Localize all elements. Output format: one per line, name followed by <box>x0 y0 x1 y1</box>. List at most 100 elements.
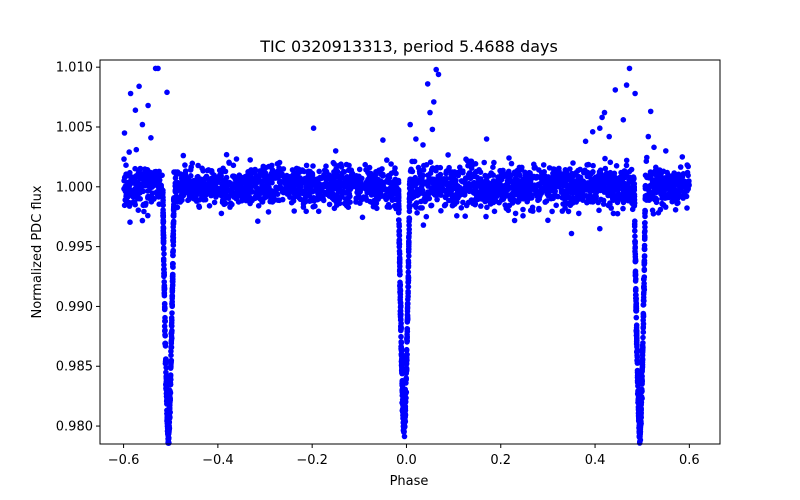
data-point <box>330 177 336 184</box>
data-point <box>329 195 336 201</box>
data-point <box>474 174 481 181</box>
data-point <box>397 314 404 320</box>
data-point <box>195 162 201 169</box>
data-point <box>167 373 174 380</box>
data-point <box>632 228 638 234</box>
data-point <box>310 125 317 131</box>
data-point <box>511 217 518 224</box>
data-point <box>333 172 340 178</box>
data-point <box>204 167 211 174</box>
data-point <box>377 194 383 200</box>
data-point <box>655 184 662 191</box>
data-point <box>404 319 411 325</box>
data-point <box>673 189 680 196</box>
data-point <box>276 185 282 191</box>
data-point <box>660 202 666 208</box>
data-point <box>398 347 405 354</box>
data-point <box>527 207 534 214</box>
data-point <box>170 261 176 267</box>
data-point <box>180 182 186 188</box>
data-point <box>364 197 370 203</box>
data-point <box>402 390 409 397</box>
data-point <box>608 205 614 211</box>
data-point <box>315 208 322 215</box>
data-point <box>414 210 420 216</box>
data-point <box>182 170 189 177</box>
y-tick-label: 1.005 <box>56 120 93 135</box>
data-point <box>454 183 461 189</box>
data-point <box>395 192 402 198</box>
data-point <box>458 205 465 211</box>
data-point <box>462 213 469 219</box>
data-point <box>396 227 403 234</box>
data-point <box>463 202 470 209</box>
data-point <box>395 198 402 204</box>
data-point <box>186 196 192 203</box>
data-point <box>136 83 142 90</box>
data-point <box>405 269 412 275</box>
data-point <box>679 154 686 160</box>
data-point <box>409 158 415 165</box>
data-point <box>344 178 351 185</box>
data-point <box>472 170 479 176</box>
data-point <box>248 174 255 180</box>
data-point <box>139 217 146 224</box>
data-point <box>406 191 413 197</box>
data-point <box>583 184 590 191</box>
data-point <box>426 195 433 202</box>
data-point <box>362 161 369 168</box>
plot-frame <box>99 59 721 445</box>
data-point <box>482 172 489 179</box>
data-point <box>130 187 137 193</box>
data-point <box>639 368 645 375</box>
data-point <box>252 180 258 187</box>
data-point <box>167 395 173 402</box>
data-point <box>142 175 149 182</box>
data-point <box>454 199 460 205</box>
data-point <box>642 224 648 230</box>
data-point <box>133 146 140 153</box>
data-point <box>390 179 397 185</box>
data-point <box>312 178 318 184</box>
data-point <box>149 195 156 202</box>
data-point <box>513 181 520 187</box>
data-point <box>403 375 410 381</box>
data-point <box>370 203 377 210</box>
data-point <box>229 201 235 208</box>
data-point <box>568 230 575 237</box>
data-point <box>647 108 654 115</box>
data-point <box>578 177 584 184</box>
data-point <box>163 374 169 380</box>
data-point <box>490 164 496 170</box>
data-point <box>398 339 405 345</box>
data-point <box>507 185 513 191</box>
data-point <box>437 176 443 183</box>
data-point <box>589 129 596 135</box>
data-point <box>196 203 202 209</box>
data-point <box>132 107 139 113</box>
data-point <box>359 214 366 221</box>
data-point <box>546 165 553 171</box>
data-point <box>276 159 283 166</box>
data-point <box>460 199 466 206</box>
data-point <box>483 136 490 142</box>
data-point <box>642 185 649 192</box>
data-point <box>661 190 668 197</box>
data-point <box>406 208 413 215</box>
data-point <box>612 87 619 93</box>
data-point <box>660 186 667 192</box>
data-point <box>626 65 633 72</box>
data-point <box>518 182 525 188</box>
data-point <box>319 182 325 188</box>
data-point <box>609 184 616 191</box>
data-point <box>620 117 627 123</box>
data-point <box>476 167 482 173</box>
data-point <box>570 160 576 166</box>
data-point <box>132 165 138 172</box>
data-point <box>161 262 167 268</box>
data-point <box>271 195 277 201</box>
data-point <box>523 178 529 185</box>
data-point <box>633 308 639 314</box>
data-point <box>162 328 168 334</box>
data-point <box>290 175 296 181</box>
